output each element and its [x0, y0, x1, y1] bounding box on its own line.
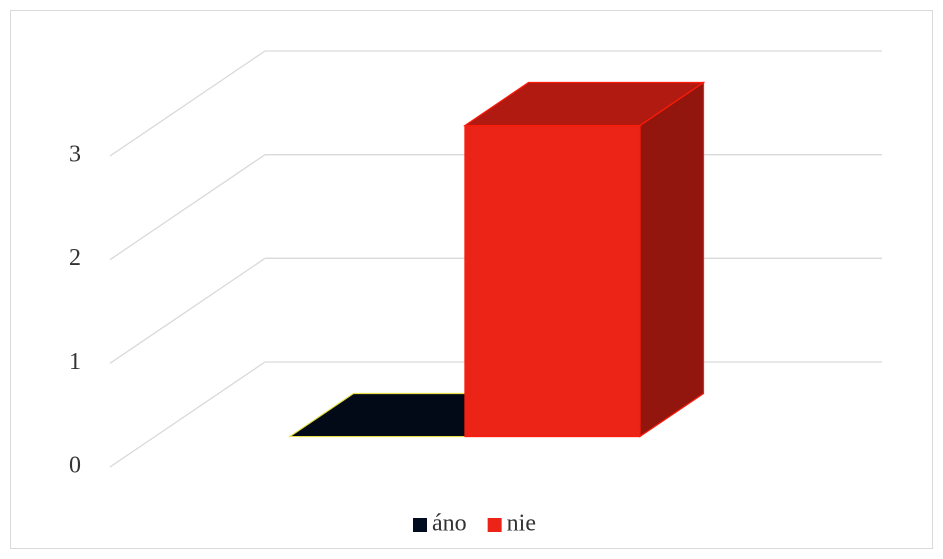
y-tick-label: 2 — [69, 245, 81, 271]
grid-line — [109, 50, 266, 157]
bar-side — [639, 81, 705, 438]
y-tick-label: 3 — [69, 142, 81, 168]
legend-swatch — [487, 518, 502, 532]
grid-line — [109, 361, 266, 468]
grid-line — [109, 154, 266, 261]
legend-swatch — [413, 518, 427, 532]
grid-line — [109, 257, 266, 364]
legend-label: áno — [432, 511, 467, 537]
y-tick-label: 0 — [69, 453, 81, 479]
bar — [464, 124, 641, 438]
legend-label: nie — [507, 511, 536, 537]
y-tick-label: 1 — [69, 349, 81, 375]
